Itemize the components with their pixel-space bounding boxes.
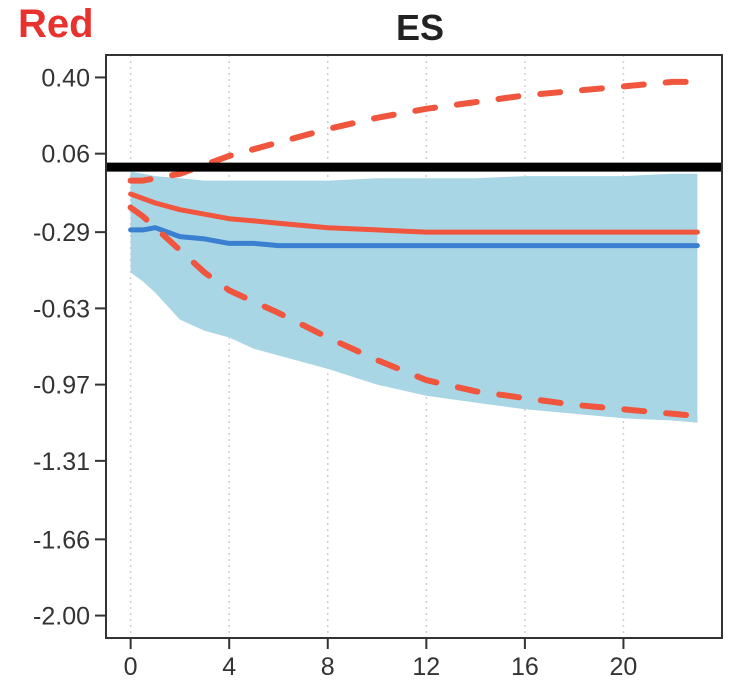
y-tick-label: -1.66 [33,526,90,554]
x-tick-label: 8 [321,653,335,681]
series-line-red-solid-0 [128,191,700,235]
y-tick-label: 0.40 [41,64,90,92]
plot-frame [105,54,723,639]
y-tick-label: -0.29 [33,219,90,247]
y-tick-label: -0.97 [33,372,90,400]
x-tick-label: 0 [124,653,138,681]
grid-lines [129,55,625,638]
y-tick-label: 0.06 [41,141,90,169]
x-tick-label: 4 [222,653,236,681]
corner-label: Red [18,2,94,46]
axis-layer: 0.40 0.06 -0.29 -0.63 -0.97 -1.31 -1.66 -2.00 0 4… [33,64,637,681]
x-tick-label: 12 [412,653,440,681]
series-layer [127,78,701,419]
series-line-red-dashed-3 [127,78,701,184]
confidence-band-layer [130,171,698,423]
series-line-blue-solid-1 [128,225,700,249]
chart-title: ES [396,7,444,48]
confidence-band [130,171,698,423]
y-tick-label: -2.00 [33,603,90,631]
y-tick-label: -0.63 [33,295,90,323]
x-tick-label: 20 [610,653,638,681]
y-tick-label: -1.31 [33,448,90,476]
series-line-red-dashed-2 [127,204,701,419]
x-tick-label: 16 [511,653,539,681]
